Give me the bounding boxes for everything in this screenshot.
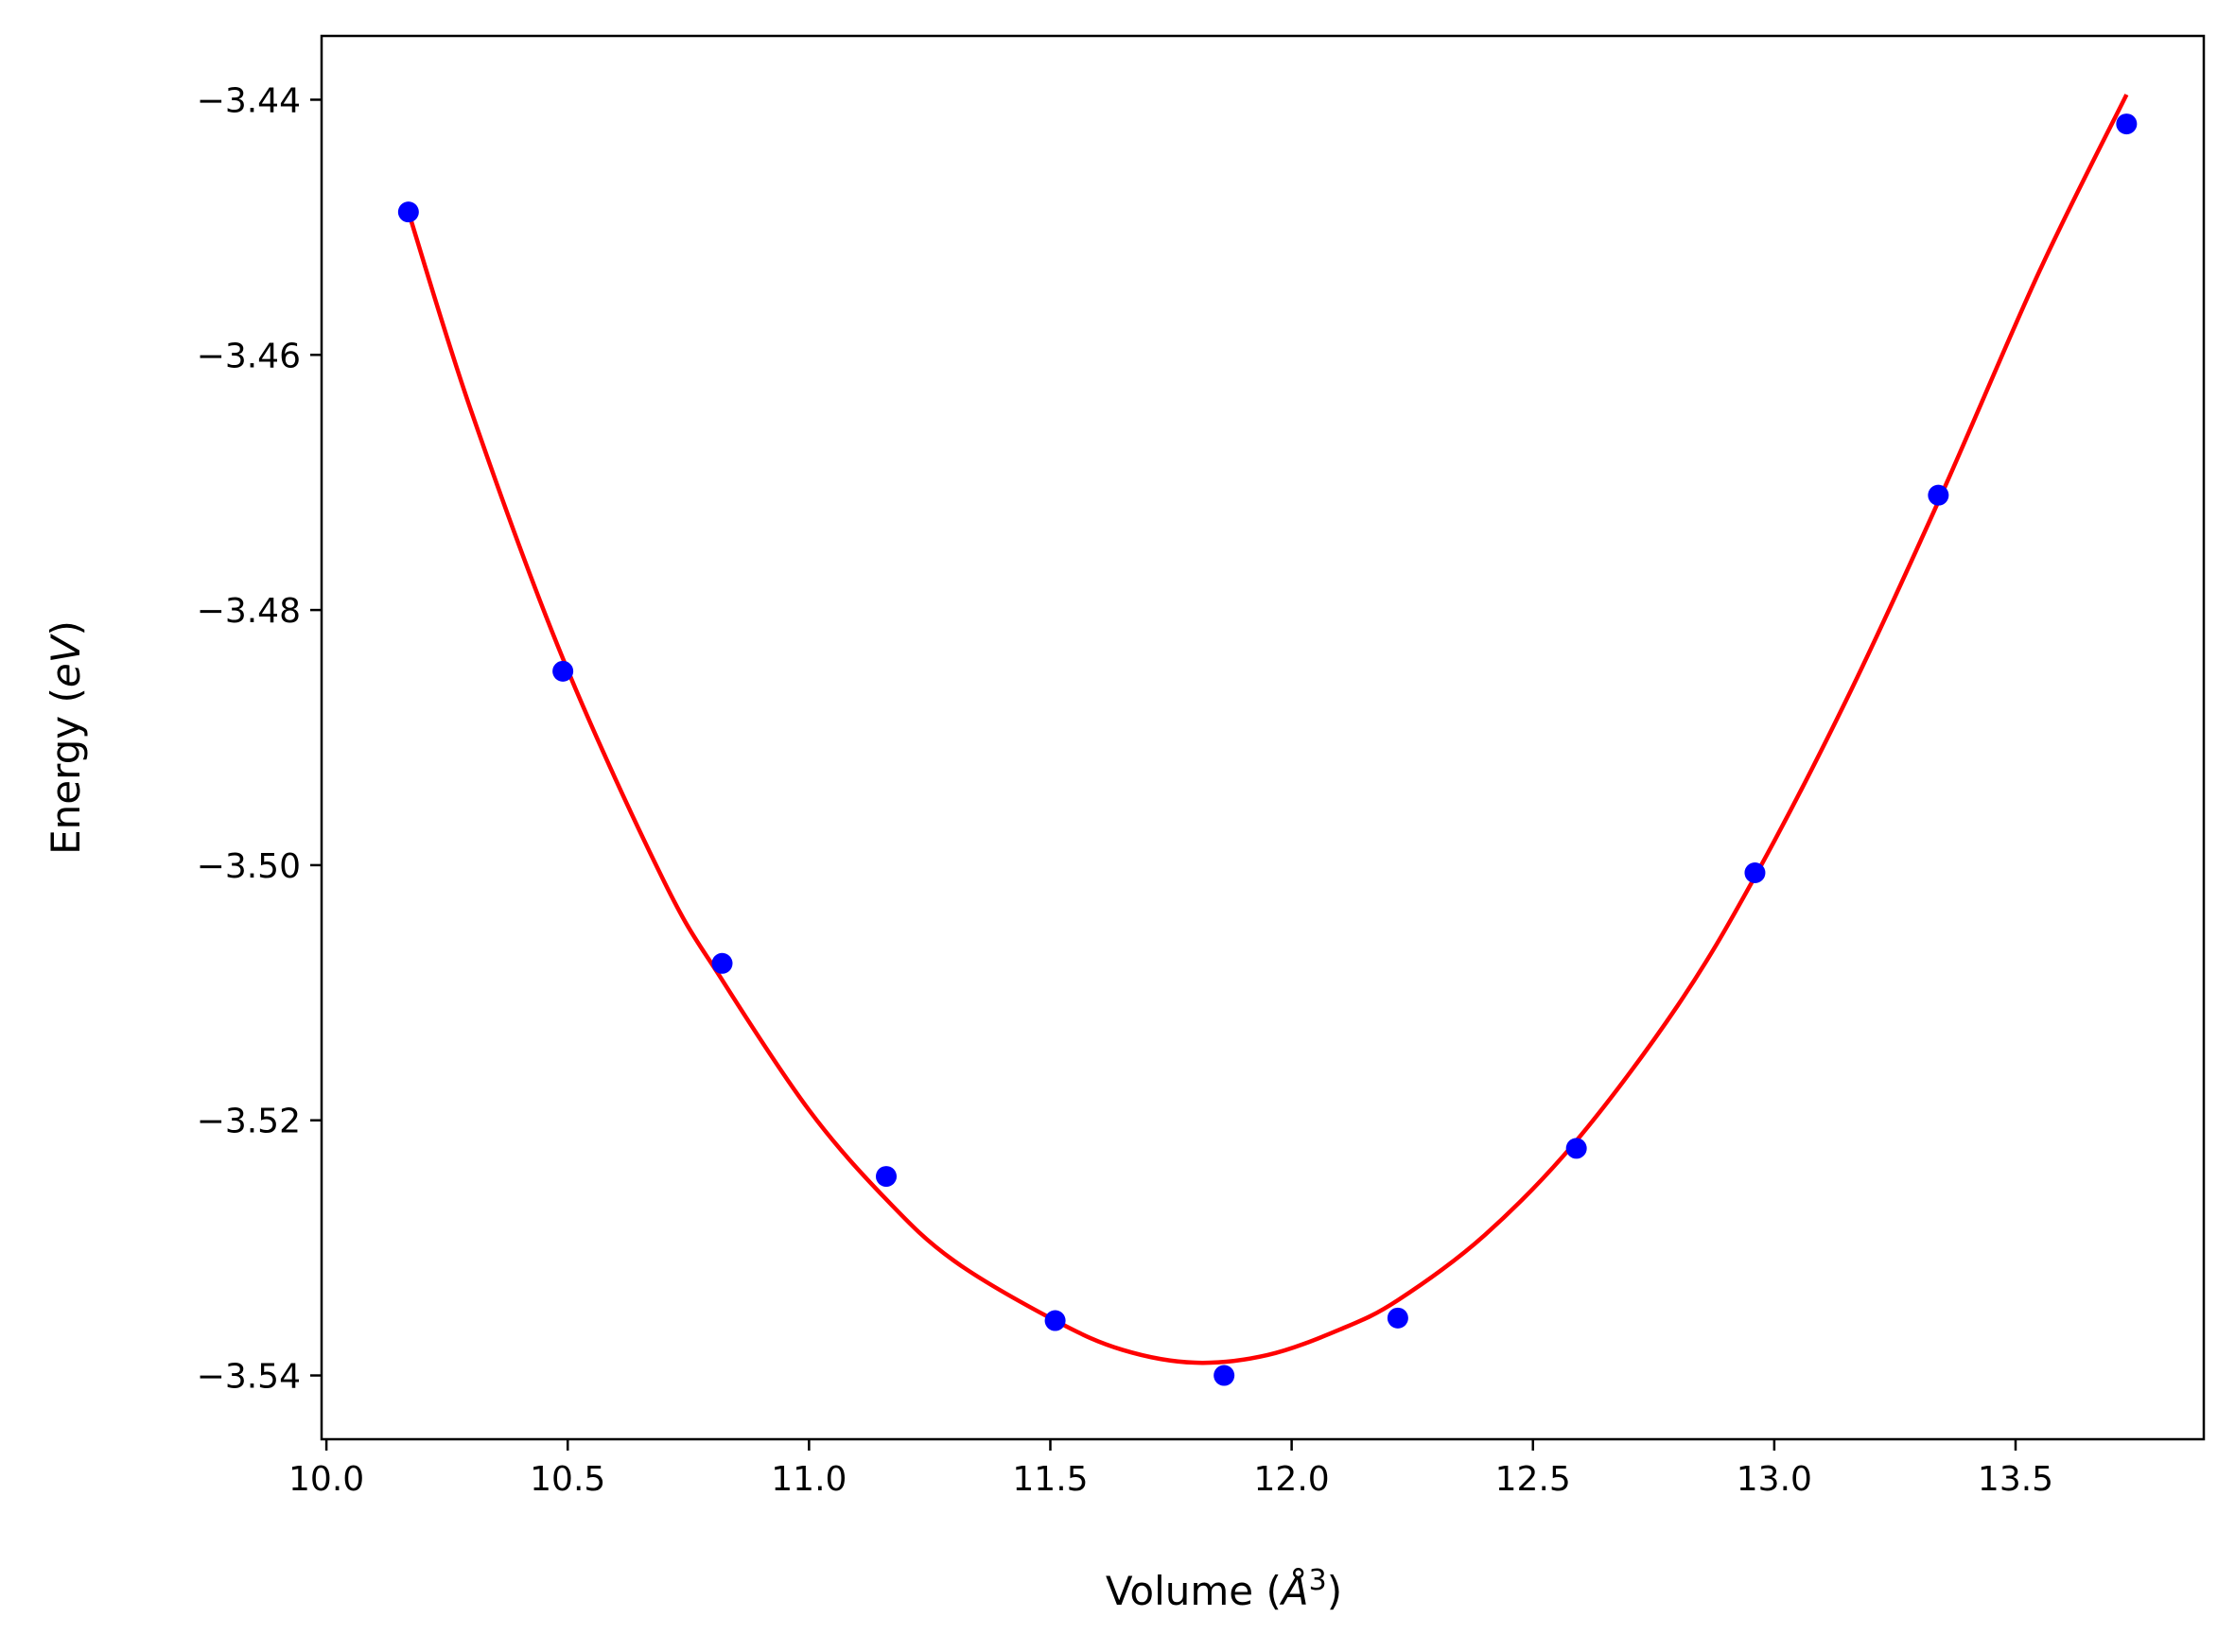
y-axis-ticks: −3.44 −3.46 −3.48 −3.50 −3.52 −3.54 (197, 81, 322, 1397)
x-tick-label: 10.0 (288, 1460, 364, 1499)
data-point (711, 952, 733, 974)
y-tick-label: −3.46 (197, 337, 301, 375)
data-point (1565, 1138, 1587, 1159)
x-tick-label: 11.5 (1012, 1460, 1088, 1499)
y-tick-label: −3.44 (197, 81, 301, 120)
data-point (1387, 1307, 1408, 1329)
data-point (876, 1166, 897, 1188)
x-tick-label: 13.5 (1978, 1460, 2053, 1499)
x-tick-label: 10.5 (530, 1460, 605, 1499)
fit-curve-layer (406, 94, 2129, 1365)
data-point (397, 201, 419, 223)
data-point (552, 660, 574, 682)
x-tick-label: 12.5 (1495, 1460, 1571, 1499)
data-point (1928, 484, 1949, 506)
plot-area (320, 34, 2206, 1441)
data-point (1214, 1365, 1235, 1386)
x-tick-label: 11.0 (771, 1460, 847, 1499)
y-tick-label: −3.54 (197, 1358, 301, 1397)
x-tick-label: 13.0 (1737, 1460, 1812, 1499)
fit-curve (406, 94, 2129, 1365)
data-point (1044, 1310, 1066, 1331)
data-points-layer (397, 113, 2138, 1386)
y-tick-label: −3.48 (197, 592, 301, 631)
x-axis-label: Volume (Å3) (1106, 1564, 1342, 1614)
y-tick-label: −3.52 (197, 1103, 301, 1141)
y-tick-label: −3.50 (197, 847, 301, 886)
data-point (2116, 113, 2138, 135)
x-tick-label: 12.0 (1254, 1460, 1330, 1499)
data-point (1744, 862, 1766, 884)
y-axis-label: Energy (eV) (43, 620, 89, 855)
x-axis-ticks: 10.0 10.5 11.0 11.5 12.0 12.5 13.0 13.5 (288, 1439, 2053, 1499)
